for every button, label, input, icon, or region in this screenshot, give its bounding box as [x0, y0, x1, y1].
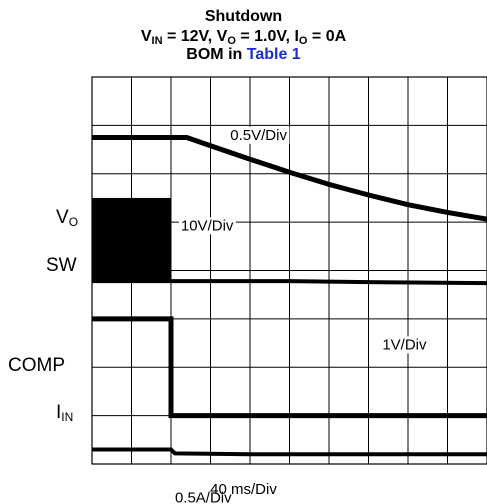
vo-trace [92, 135, 487, 222]
vin-value: = 12V, [162, 28, 217, 45]
sw-switching-burst [92, 197, 171, 281]
chart-note: BOM in Table 1 [0, 46, 487, 64]
x-axis-label: 40 ms/Div [210, 481, 277, 498]
table-link[interactable]: Table 1 [246, 46, 301, 63]
vo-channel-label: VO [56, 207, 78, 229]
iin-scale-label: 0.5A/Div [175, 490, 232, 504]
io-symbol: I [294, 28, 299, 45]
vo-label-base: V [56, 207, 69, 228]
iin-label-sub: IN [61, 410, 74, 424]
io-value: = 0A [307, 28, 347, 45]
comp-channel-label: COMP [8, 355, 65, 377]
sw-label-text: SW [46, 255, 77, 276]
iin-channel-label: IIN [56, 402, 73, 424]
note-text: BOM in [186, 46, 247, 63]
plot-traces [92, 135, 487, 457]
vo-scale-label-backing [228, 126, 290, 144]
comp-scale-label-backing [380, 336, 430, 354]
iin-label-base: I [56, 402, 62, 423]
sw-scale-label: 10V/Div [181, 217, 234, 234]
vo-scale-label: 0.5V/Div [230, 127, 287, 144]
scale-labels: 0.5V/Div 10V/Div 1V/Div 0.5A/Div [172, 126, 430, 504]
sw-scale-label-backing [178, 217, 236, 235]
vin-symbol: V [140, 28, 152, 45]
comp-scale-label: 1V/Div [382, 336, 427, 353]
sw-channel-label: SW [46, 255, 77, 277]
iin-scale-label-backing [172, 489, 235, 504]
vo-value: = 1.0V, [235, 28, 295, 45]
vin-subscript: IN [151, 35, 163, 47]
iin-trace [92, 447, 487, 457]
sw-trace [92, 279, 487, 286]
comp-trace [92, 316, 487, 419]
title-text: Shutdown [204, 8, 283, 25]
vo-symbol: V [216, 28, 228, 45]
chart-title: Shutdown [0, 8, 487, 26]
comp-label-text: COMP [8, 355, 65, 376]
vo-label-sub: O [68, 215, 79, 229]
io-subscript: O [298, 35, 308, 47]
vo-subscript: O [227, 35, 236, 47]
chart-subtitle: VIN = 12V, VO = 1.0V, IO = 0A [0, 28, 487, 47]
